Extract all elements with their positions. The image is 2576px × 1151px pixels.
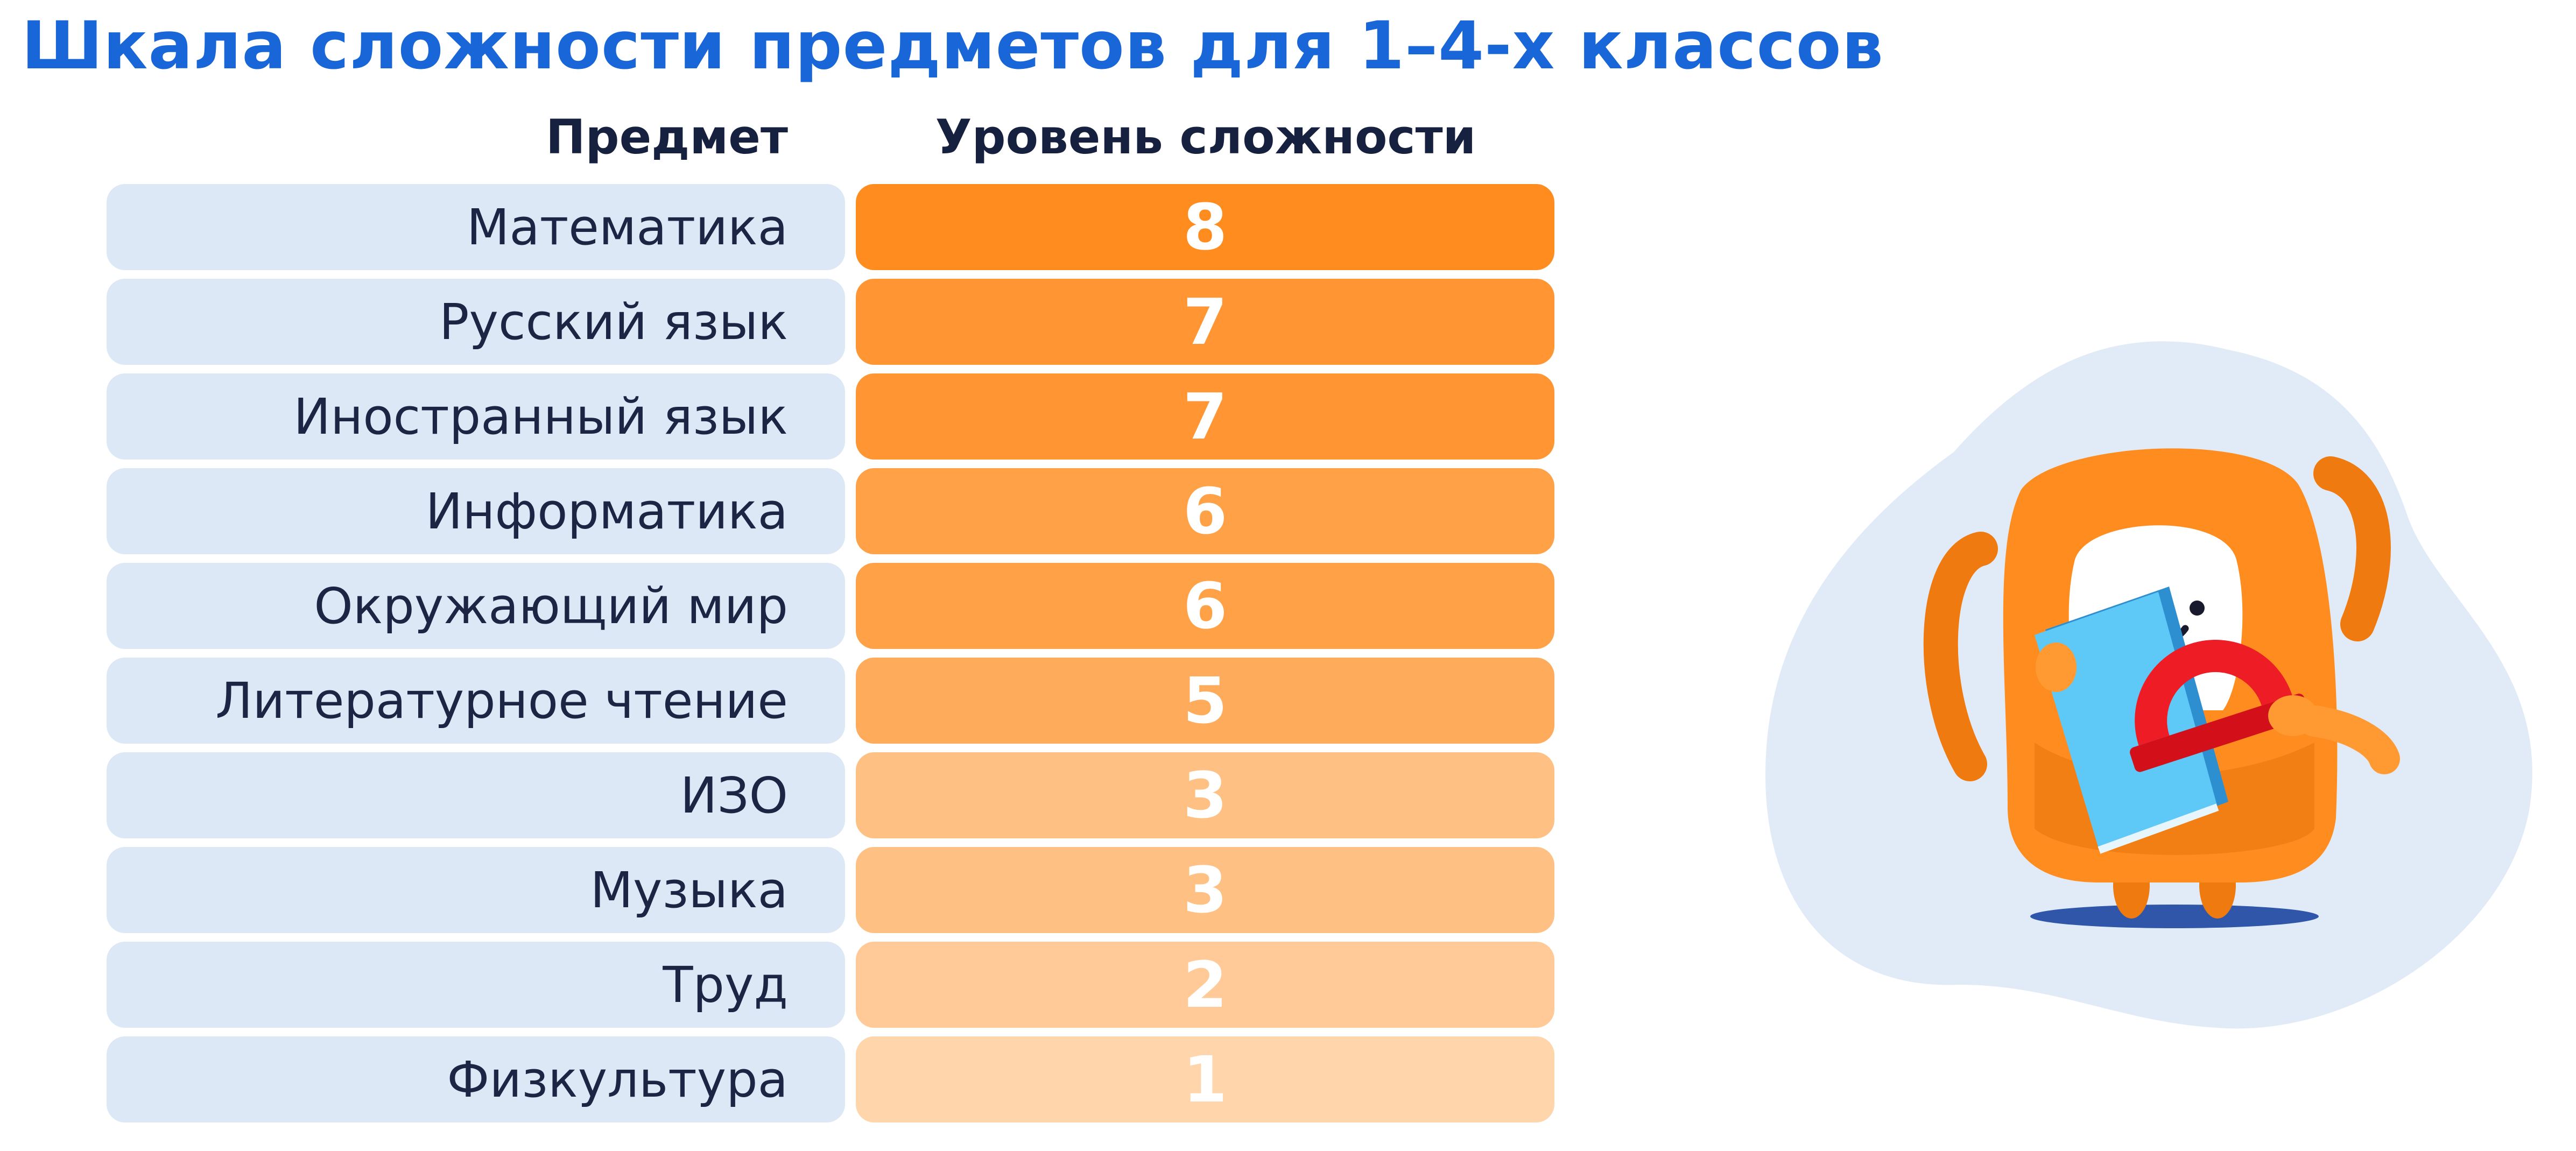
table-row: Труд 2	[107, 942, 1554, 1028]
table-row: Информатика 6	[107, 468, 1554, 554]
subject-cell: Русский язык	[107, 279, 845, 365]
table-row: Литературное чтение 5	[107, 658, 1554, 744]
level-cell: 7	[856, 373, 1554, 460]
left-strap	[1923, 532, 1998, 781]
ground-shadow	[2030, 905, 2319, 928]
table-row: Математика 8	[107, 184, 1554, 270]
backpack-mascot-illustration	[1765, 341, 2532, 1029]
subject-cell: ИЗО	[107, 752, 845, 838]
level-cell: 2	[856, 942, 1554, 1028]
subject-cell: Музыка	[107, 847, 845, 933]
subject-cell: Окружающий мир	[107, 563, 845, 649]
level-cell: 5	[856, 658, 1554, 744]
table-row: ИЗО 3	[107, 752, 1554, 838]
table-row: Иностранный язык 7	[107, 373, 1554, 460]
level-cell: 7	[856, 279, 1554, 365]
level-cell: 1	[856, 1036, 1554, 1122]
table-row: Русский язык 7	[107, 279, 1554, 365]
protractor-icon	[2130, 640, 2310, 772]
subject-cell: Информатика	[107, 468, 845, 554]
table-row: Физкультура 1	[107, 1036, 1554, 1122]
column-header-subject: Предмет	[545, 109, 788, 165]
right-arm	[2299, 705, 2400, 774]
table-row: Музыка 3	[107, 847, 1554, 933]
table-row: Окружающий мир 6	[107, 563, 1554, 649]
subject-cell: Математика	[107, 184, 845, 270]
left-hand	[2036, 642, 2077, 692]
level-cell: 6	[856, 563, 1554, 649]
chart-title: Шкала сложности предметов для 1–4-х клас…	[22, 8, 1884, 84]
right-strap	[2313, 456, 2391, 641]
level-cell: 6	[856, 468, 1554, 554]
subject-cell: Труд	[107, 942, 845, 1028]
subject-cell: Иностранный язык	[107, 373, 845, 460]
level-cell: 8	[856, 184, 1554, 270]
level-cell: 3	[856, 847, 1554, 933]
column-header-level: Уровень сложности	[935, 109, 1476, 165]
subject-cell: Литературное чтение	[107, 658, 845, 744]
right-eye	[2190, 601, 2205, 616]
level-cell: 3	[856, 752, 1554, 838]
subject-cell: Физкультура	[107, 1036, 845, 1122]
